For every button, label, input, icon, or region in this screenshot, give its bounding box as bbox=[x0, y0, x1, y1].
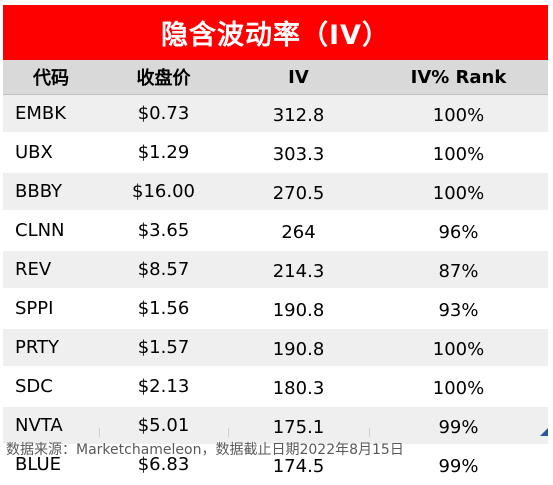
table-row: EMBK $0.73 312.8 100% bbox=[3, 94, 548, 134]
cell-symbol: UBX bbox=[3, 133, 99, 173]
cell-rank: 100% bbox=[369, 133, 548, 173]
cell-rank: 96% bbox=[369, 211, 548, 251]
cell-iv: 264 bbox=[228, 211, 369, 251]
iv-table-sheet: 隐含波动率（IV） 代码 收盘价 IV IV% Rank EMBK $0.73 … bbox=[3, 5, 548, 485]
cell-rank: 99% bbox=[369, 406, 548, 446]
iv-table: 代码 收盘价 IV IV% Rank EMBK $0.73 312.8 100%… bbox=[3, 60, 548, 485]
cell-symbol: REV bbox=[3, 250, 99, 290]
cell-close: $2.13 bbox=[99, 367, 228, 407]
cell-close: $1.56 bbox=[99, 289, 228, 329]
header-symbol: 代码 bbox=[3, 60, 99, 95]
table-row: UBX $1.29 303.3 100% bbox=[3, 133, 548, 173]
table-row: CLNN $3.65 264 96% bbox=[3, 211, 548, 251]
table-row: BBBY $16.00 270.5 100% bbox=[3, 172, 548, 212]
cell-symbol: PRTY bbox=[3, 328, 99, 368]
cell-iv: 190.8 bbox=[228, 289, 369, 329]
column-divider bbox=[99, 428, 100, 437]
cell-symbol: SDC bbox=[3, 367, 99, 407]
header-close: 收盘价 bbox=[99, 60, 228, 95]
table-title: 隐含波动率（IV） bbox=[3, 5, 548, 60]
cell-close: $5.01 bbox=[99, 406, 228, 446]
table-row: PRTY $1.57 190.8 100% bbox=[3, 328, 548, 368]
cell-rank: 87% bbox=[369, 250, 548, 290]
cell-close: $1.29 bbox=[99, 133, 228, 173]
cell-iv: 190.8 bbox=[228, 328, 369, 368]
cell-rank: 93% bbox=[369, 289, 548, 329]
cell-iv: 214.3 bbox=[228, 250, 369, 290]
resize-handle-icon bbox=[540, 428, 548, 436]
cell-symbol: CLNN bbox=[3, 211, 99, 251]
cell-rank: 100% bbox=[369, 172, 548, 212]
cell-rank: 100% bbox=[369, 94, 548, 134]
column-divider bbox=[228, 428, 229, 437]
cell-symbol: BBBY bbox=[3, 172, 99, 212]
header-row: 代码 收盘价 IV IV% Rank bbox=[3, 60, 548, 95]
source-note: 数据来源：Marketchameleon，数据截止日期2022年8月15日 bbox=[6, 442, 404, 458]
cell-symbol: EMBK bbox=[3, 94, 99, 134]
column-divider bbox=[369, 428, 370, 437]
table-row: SPPI $1.56 190.8 93% bbox=[3, 289, 548, 329]
cell-close: $3.65 bbox=[99, 211, 228, 251]
cell-iv: 312.8 bbox=[228, 94, 369, 134]
cell-close: $1.57 bbox=[99, 328, 228, 368]
cell-iv: 180.3 bbox=[228, 367, 369, 407]
cell-symbol: SPPI bbox=[3, 289, 99, 329]
cell-iv: 270.5 bbox=[228, 172, 369, 212]
cell-rank: 100% bbox=[369, 328, 548, 368]
cell-iv: 303.3 bbox=[228, 133, 369, 173]
header-iv-rank: IV% Rank bbox=[369, 60, 548, 95]
cell-close: $0.73 bbox=[99, 94, 228, 134]
cell-close: $8.57 bbox=[99, 250, 228, 290]
table-row: SDC $2.13 180.3 100% bbox=[3, 367, 548, 407]
table-row: NVTA $5.01 175.1 99% bbox=[3, 406, 548, 446]
cell-iv: 175.1 bbox=[228, 406, 369, 446]
cell-rank: 100% bbox=[369, 367, 548, 407]
cell-symbol: NVTA bbox=[3, 406, 99, 446]
cell-close: $16.00 bbox=[99, 172, 228, 212]
table-row: REV $8.57 214.3 87% bbox=[3, 250, 548, 290]
header-iv: IV bbox=[228, 60, 369, 95]
